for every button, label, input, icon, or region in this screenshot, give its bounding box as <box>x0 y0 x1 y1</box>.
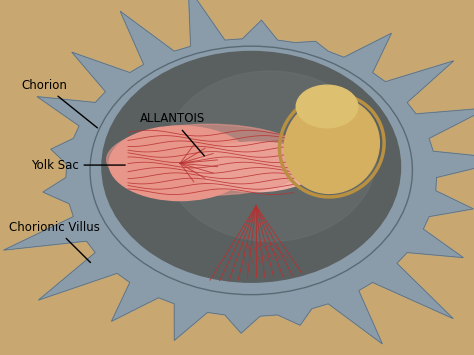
Ellipse shape <box>102 51 401 282</box>
Text: Chorion: Chorion <box>21 79 97 128</box>
Ellipse shape <box>296 85 358 128</box>
Ellipse shape <box>284 98 379 193</box>
Ellipse shape <box>194 142 318 192</box>
Text: Yolk Sac: Yolk Sac <box>31 159 125 171</box>
Ellipse shape <box>107 124 310 195</box>
Text: Chorionic Villus: Chorionic Villus <box>9 221 100 262</box>
Ellipse shape <box>85 43 417 298</box>
Ellipse shape <box>109 126 251 201</box>
Text: ALLANTOIS: ALLANTOIS <box>140 113 205 156</box>
Ellipse shape <box>315 158 358 190</box>
Polygon shape <box>4 0 474 344</box>
Ellipse shape <box>164 71 377 241</box>
